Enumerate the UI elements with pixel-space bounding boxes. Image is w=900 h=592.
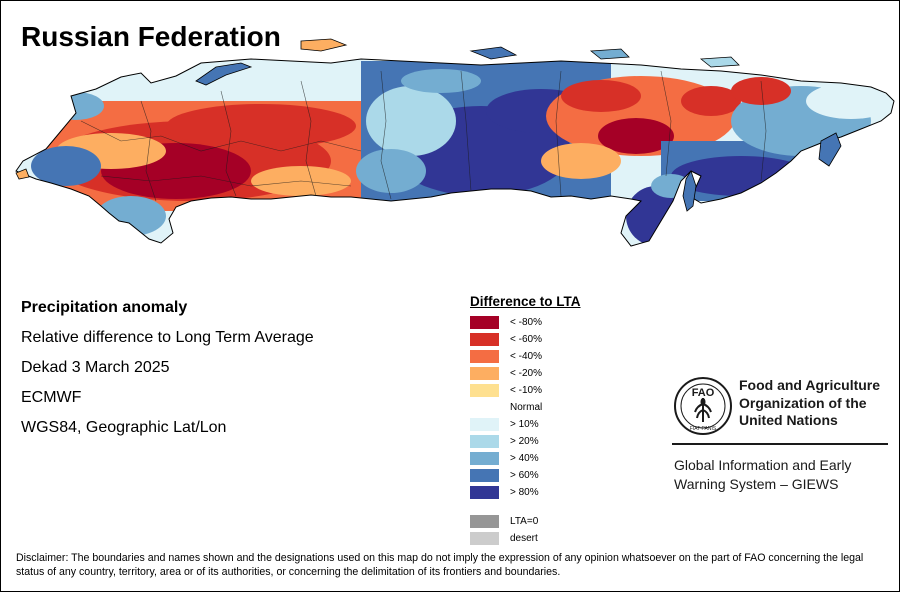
program-line-2: Warning System – GIEWS <box>674 476 839 492</box>
disclaimer: Disclaimer: The boundaries and names sho… <box>16 552 864 578</box>
legend-swatch <box>470 435 499 448</box>
legend-item: < -10% <box>470 383 581 400</box>
legend-swatch <box>470 367 499 380</box>
legend-title: Difference to LTA <box>470 294 581 309</box>
legend-label: < -60% <box>510 334 542 345</box>
legend-item: > 40% <box>470 451 581 468</box>
legend-label: > 60% <box>510 470 539 481</box>
fao-acronym: FAO <box>692 387 715 399</box>
map-info: Precipitation anomaly Relative differenc… <box>21 298 314 448</box>
legend: Difference to LTA < -80% < -60% < -40% < -2… <box>470 294 581 548</box>
legend-item: desert <box>470 531 581 548</box>
org-name-line-3: United Nations <box>739 412 838 428</box>
legend-label: > 10% <box>510 419 539 430</box>
precipitation-anomaly-map <box>15 38 895 247</box>
legend-swatch <box>470 384 499 397</box>
legend-item: < -40% <box>470 349 581 366</box>
legend-label: > 80% <box>510 487 539 498</box>
legend-label: < -20% <box>510 368 542 379</box>
info-source: ECMWF <box>21 389 82 406</box>
legend-label: desert <box>510 533 538 544</box>
map-title: Russian Federation <box>21 21 281 52</box>
legend-swatch <box>470 452 499 465</box>
legend-swatch <box>470 333 499 346</box>
info-period: Dekad 3 March 2025 <box>21 359 170 376</box>
legend-item-normal: Normal <box>470 400 581 417</box>
org-name-line-1: Food and Agriculture <box>739 377 881 393</box>
legend-label: < -80% <box>510 317 542 328</box>
legend-item: LTA=0 <box>470 514 581 531</box>
legend-other-group: LTA=0 desert <box>470 514 581 548</box>
legend-wet-group: > 10% > 20% > 40% > 60% > 80% <box>470 417 581 502</box>
fao-logo-icon: FAO FIAT PANIS <box>674 377 732 435</box>
legend-item: > 10% <box>470 417 581 434</box>
giews-program: Global Information and Early Warning Sys… <box>674 456 851 494</box>
legend-swatch <box>470 418 499 431</box>
legend-item: > 20% <box>470 434 581 451</box>
org-name-line-2: Organization of the <box>739 394 867 411</box>
fao-motto: FIAT PANIS <box>690 426 717 432</box>
legend-dry-group: < -80% < -60% < -40% < -20% < -10% <box>470 315 581 400</box>
info-subtitle: Relative difference to Long Term Average <box>21 329 314 346</box>
program-line-1: Global Information and Early <box>674 457 852 473</box>
legend-swatch <box>470 532 499 545</box>
legend-label: > 20% <box>510 436 539 447</box>
legend-swatch <box>470 515 499 528</box>
legend-item: > 60% <box>470 468 581 485</box>
legend-label: < -40% <box>510 351 542 362</box>
legend-label: LTA=0 <box>510 516 539 527</box>
legend-swatch <box>470 469 499 482</box>
legend-item: < -60% <box>470 332 581 349</box>
legend-label: < -10% <box>510 385 542 396</box>
logo-divider <box>672 443 888 445</box>
legend-swatch <box>470 316 499 329</box>
legend-item: < -20% <box>470 366 581 383</box>
fao-organization-name: Food and Agriculture Organization of the… <box>739 377 880 430</box>
info-projection: WGS84, Geographic Lat/Lon <box>21 419 227 436</box>
legend-item: < -80% <box>470 315 581 332</box>
legend-label: > 40% <box>510 453 539 464</box>
legend-item: > 80% <box>470 485 581 502</box>
legend-label-normal: Normal <box>510 402 543 413</box>
legend-swatch <box>470 350 499 363</box>
info-heading: Precipitation anomaly <box>21 299 188 316</box>
legend-swatch <box>470 486 499 499</box>
